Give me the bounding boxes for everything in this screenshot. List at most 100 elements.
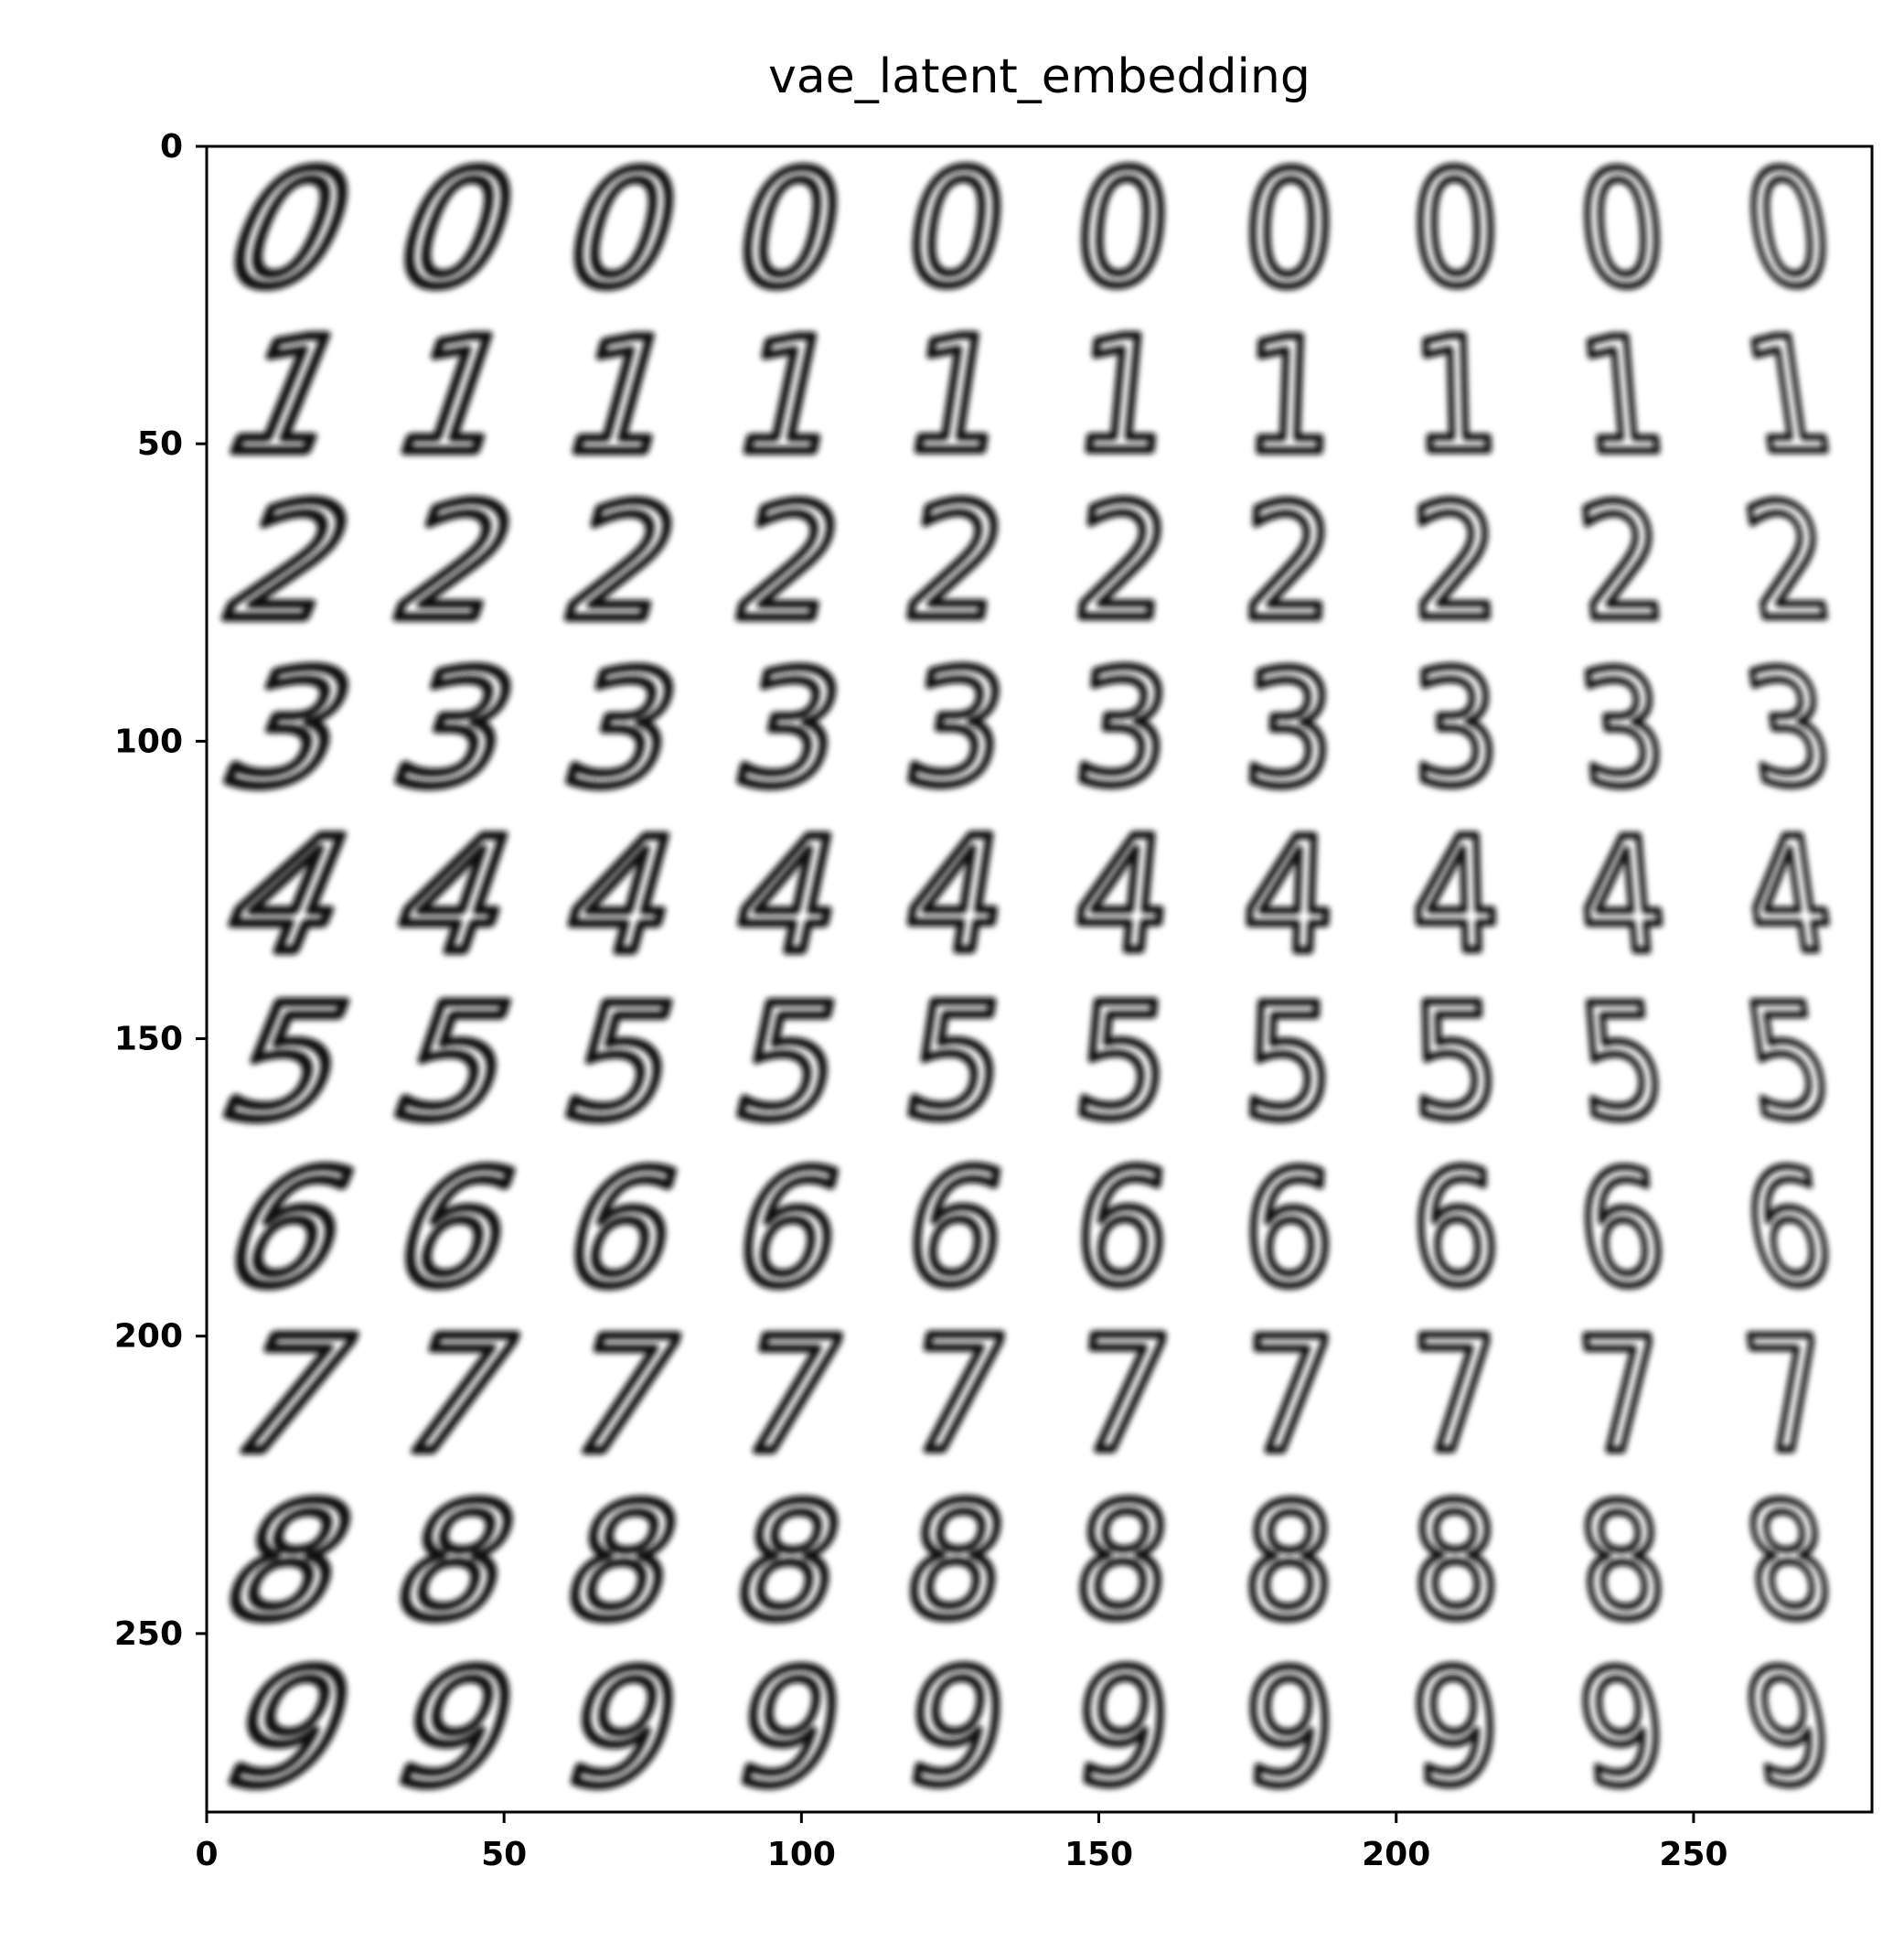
digit-glyph-3: 3 — [1240, 638, 1338, 820]
digit-cell-8-6: 8 — [1236, 1467, 1342, 1657]
digit-glyph-4: 4 — [893, 804, 1019, 987]
digit-glyph-0: 0 — [893, 138, 1019, 321]
digit-cell-1-8: 1 — [1568, 301, 1675, 491]
digit-cell-7-2: 7 — [542, 1300, 704, 1492]
digit-cell-2-3: 2 — [716, 467, 863, 659]
digit-glyph-9: 9 — [1409, 1637, 1503, 1820]
digit-glyph-1: 1 — [373, 305, 540, 488]
digit-cell-6-4: 6 — [890, 1133, 1022, 1324]
digit-cell-4-0: 4 — [194, 799, 385, 992]
digit-cell-5-9: 5 — [1731, 968, 1846, 1157]
digit-glyph-1: 1 — [893, 305, 1019, 488]
digit-glyph-0: 0 — [721, 138, 860, 321]
y-tick-label-0: 0 — [160, 128, 183, 166]
digit-glyph-9: 9 — [1067, 1637, 1179, 1819]
digit-cell-0-2: 0 — [542, 134, 704, 326]
digit-glyph-7: 7 — [199, 1304, 381, 1487]
digit-cell-6-0: 6 — [194, 1132, 385, 1325]
x-tick-label-5: 250 — [1659, 1836, 1728, 1873]
digit-cell-2-4: 2 — [890, 467, 1022, 659]
digit-glyph-7: 7 — [721, 1304, 860, 1487]
digit-glyph-5: 5 — [199, 970, 381, 1153]
y-tick-label-4: 200 — [114, 1318, 183, 1356]
digit-glyph-0: 0 — [1409, 138, 1503, 321]
digit-cell-8-8: 8 — [1568, 1467, 1675, 1657]
digit-cell-7-8: 7 — [1568, 1301, 1675, 1491]
digit-glyph-7: 7 — [1572, 1304, 1673, 1487]
digit-cell-3-1: 3 — [369, 633, 545, 825]
digit-cell-8-4: 8 — [890, 1467, 1022, 1658]
digit-cell-4-1: 4 — [369, 799, 545, 992]
digit-cell-1-1: 1 — [369, 300, 545, 492]
digit-cell-1-3: 1 — [716, 301, 863, 492]
digit-glyph-0: 0 — [1572, 138, 1673, 321]
digit-glyph-5: 5 — [547, 970, 700, 1154]
digit-cell-2-0: 2 — [194, 466, 385, 660]
digit-cell-0-6: 0 — [1236, 134, 1342, 325]
y-tick-label-3: 150 — [114, 1021, 183, 1058]
digit-glyph-2: 2 — [547, 471, 700, 655]
digit-cell-5-4: 5 — [890, 967, 1022, 1158]
digit-cell-7-3: 7 — [716, 1300, 863, 1491]
y-tick-label-1: 50 — [137, 425, 183, 463]
digit-glyph-9: 9 — [547, 1637, 700, 1821]
digit-cell-1-7: 1 — [1406, 301, 1505, 491]
digit-cell-3-9: 3 — [1731, 635, 1846, 824]
digit-glyph-2: 2 — [1067, 472, 1179, 654]
digit-cell-4-3: 4 — [716, 800, 863, 992]
digit-glyph-0: 0 — [199, 138, 381, 321]
digit-cell-8-1: 8 — [369, 1466, 545, 1658]
digit-cell-5-5: 5 — [1064, 968, 1182, 1158]
digit-glyph-4: 4 — [547, 804, 700, 988]
digit-cell-5-8: 5 — [1568, 968, 1675, 1158]
digit-glyph-8: 8 — [1734, 1471, 1843, 1654]
digit-glyph-5: 5 — [721, 971, 860, 1154]
x-tick-label-1: 50 — [481, 1836, 527, 1873]
digit-cell-3-7: 3 — [1406, 635, 1505, 825]
digit-glyph-6: 6 — [1409, 1138, 1503, 1321]
digit-cell-6-6: 6 — [1236, 1133, 1342, 1324]
digit-glyph-8: 8 — [1572, 1471, 1673, 1654]
digit-glyph-4: 4 — [1572, 804, 1673, 987]
digit-glyph-2: 2 — [721, 471, 860, 654]
digit-cell-2-5: 2 — [1064, 467, 1182, 658]
digit-glyph-0: 0 — [1067, 138, 1179, 320]
digit-glyph-6: 6 — [893, 1138, 1019, 1321]
digit-cell-4-2: 4 — [542, 799, 704, 992]
digit-glyph-6: 6 — [199, 1138, 381, 1321]
digit-glyph-6: 6 — [1067, 1138, 1179, 1320]
digit-cell-4-7: 4 — [1406, 801, 1505, 992]
digit-glyph-3: 3 — [373, 638, 540, 820]
digit-glyph-6: 6 — [1572, 1137, 1673, 1320]
digit-cell-7-4: 7 — [890, 1300, 1022, 1491]
digit-glyph-9: 9 — [893, 1637, 1019, 1820]
digit-glyph-7: 7 — [1409, 1304, 1503, 1487]
digit-cell-0-5: 0 — [1064, 134, 1182, 325]
digit-glyph-8: 8 — [373, 1471, 540, 1654]
digit-glyph-8: 8 — [893, 1471, 1019, 1654]
digit-glyph-7: 7 — [1240, 1304, 1338, 1487]
x-tick-label-3: 150 — [1064, 1836, 1133, 1873]
y-axis: 0 50 100 150 200 250 — [114, 128, 207, 1653]
y-tick-label-5: 250 — [114, 1615, 183, 1653]
digit-glyph-7: 7 — [1734, 1304, 1843, 1487]
digit-cell-3-5: 3 — [1064, 635, 1182, 825]
digit-glyph-8: 8 — [721, 1471, 860, 1654]
digit-cell-9-7: 9 — [1406, 1634, 1505, 1824]
digit-cell-3-2: 3 — [542, 633, 704, 825]
digit-cell-8-2: 8 — [542, 1466, 704, 1658]
digit-glyph-9: 9 — [199, 1637, 381, 1820]
digit-cell-3-3: 3 — [716, 634, 863, 825]
digit-glyph-1: 1 — [199, 305, 381, 488]
digit-cell-9-3: 9 — [716, 1633, 863, 1824]
digit-cell-9-9: 9 — [1731, 1634, 1846, 1823]
digit-cell-5-2: 5 — [542, 966, 704, 1158]
digit-glyph-4: 4 — [1734, 804, 1843, 987]
digit-glyph-3: 3 — [1409, 638, 1503, 820]
digit-cell-1-2: 1 — [542, 300, 704, 492]
digit-glyph-2: 2 — [893, 471, 1019, 654]
digit-cell-7-6: 7 — [1236, 1301, 1342, 1491]
digit-glyph-5: 5 — [1572, 970, 1673, 1153]
digit-cell-7-0: 7 — [194, 1299, 385, 1492]
